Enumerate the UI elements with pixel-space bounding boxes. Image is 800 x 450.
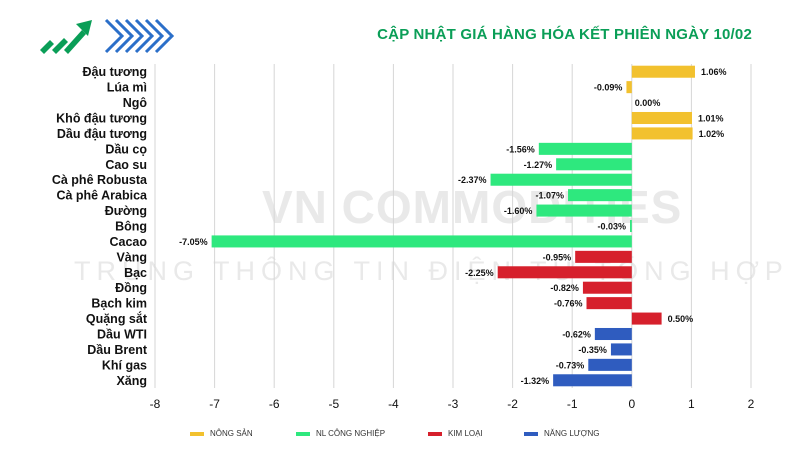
legend-label: NĂNG LƯỢNG [544,429,599,438]
bar [538,142,632,155]
x-tick-label: 1 [688,397,695,411]
bar [490,173,632,186]
x-tick-label: -1 [567,397,578,411]
bar [631,65,695,78]
bar [594,327,632,341]
category-label: Cao su [105,158,147,172]
data-label: -2.37% [458,175,487,185]
bar [631,111,692,125]
data-label: -1.60% [504,206,533,216]
category-label: Bông [115,220,147,234]
bar [497,266,632,279]
legend-swatch [428,432,442,436]
bar [553,374,632,387]
x-tick-label: -5 [328,397,339,411]
data-label: -0.82% [550,283,579,293]
legend-swatch [190,432,204,436]
bar [631,312,662,325]
bar [610,343,632,356]
data-label: -0.62% [562,330,591,340]
x-tick-label: -4 [388,397,399,411]
category-label: Bạch kim [91,297,147,311]
x-tick-label: 0 [628,397,635,411]
category-label: Khí gas [102,358,147,372]
category-label: Xăng [116,374,147,388]
data-label: -2.25% [465,268,494,278]
x-tick-label: -8 [150,397,161,411]
legend-swatch [296,432,310,436]
data-label: -1.27% [524,160,553,170]
data-label: -0.03% [597,222,626,232]
data-label: 0.00% [635,98,661,108]
category-label: Cà phê Arabica [56,189,148,203]
data-label: -1.32% [521,376,550,386]
logo-arrow-icon [40,20,92,54]
data-label: -0.09% [594,83,623,93]
category-label: Dầu đậu tương [57,127,147,141]
legend-swatch [524,432,538,436]
category-label: Vàng [116,250,147,264]
category-label: Cà phê Robusta [52,173,148,187]
bar [626,81,632,94]
category-label: Ngô [123,96,148,110]
data-label: -0.76% [554,299,583,309]
x-tick-label: 2 [748,397,755,411]
bar [556,158,632,171]
logo-emblem-icon [104,18,175,54]
data-label: 0.50% [668,314,694,324]
category-label: Dầu Brent [87,343,148,357]
category-label: Bạc [124,266,147,280]
x-tick-label: -2 [507,397,518,411]
vn-commodities-logo [40,18,175,54]
legend-label: NÔNG SẢN [210,429,253,438]
bar [630,219,632,233]
bar [568,189,632,202]
x-tick-label: -3 [448,397,459,411]
page-title: CẬP NHẬT GIÁ HÀNG HÓA KẾT PHIÊN NGÀY 10/… [377,26,752,43]
category-label: Quặng sắt [86,311,148,326]
bar [536,204,632,217]
data-label: -7.05% [179,237,208,247]
x-tick-label: -6 [269,397,280,411]
data-label: 1.01% [698,114,724,124]
data-label: -0.73% [556,360,585,370]
data-label: -1.07% [535,191,564,201]
data-label: 1.02% [699,129,725,139]
data-label: -0.95% [543,252,572,262]
category-label: Dầu cọ [105,142,147,156]
bar [586,297,632,310]
bar [631,127,693,140]
x-tick-label: -7 [209,397,220,411]
category-label: Cacao [109,235,147,249]
legend-label: KIM LOẠI [448,429,483,438]
data-label: -1.56% [506,144,535,154]
legend-label: NL CÔNG NGHIỆP [316,429,385,438]
category-label: Khô đậu tương [56,112,147,126]
bar [588,358,632,371]
bar [575,250,632,263]
category-label: Đậu tương [83,65,147,79]
category-label: Đồng [115,281,147,295]
category-label: Lúa mì [107,81,147,95]
watermark-tagline: TRUNG THÔNG TIN ĐIỆN TỬ TỔNG HỢP [74,256,789,286]
category-label: Đường [105,204,147,218]
bar [211,235,632,248]
data-label: 1.06% [701,67,727,77]
data-label: -0.35% [578,345,607,355]
bar [582,281,632,294]
category-label: Dầu WTI [97,328,147,342]
